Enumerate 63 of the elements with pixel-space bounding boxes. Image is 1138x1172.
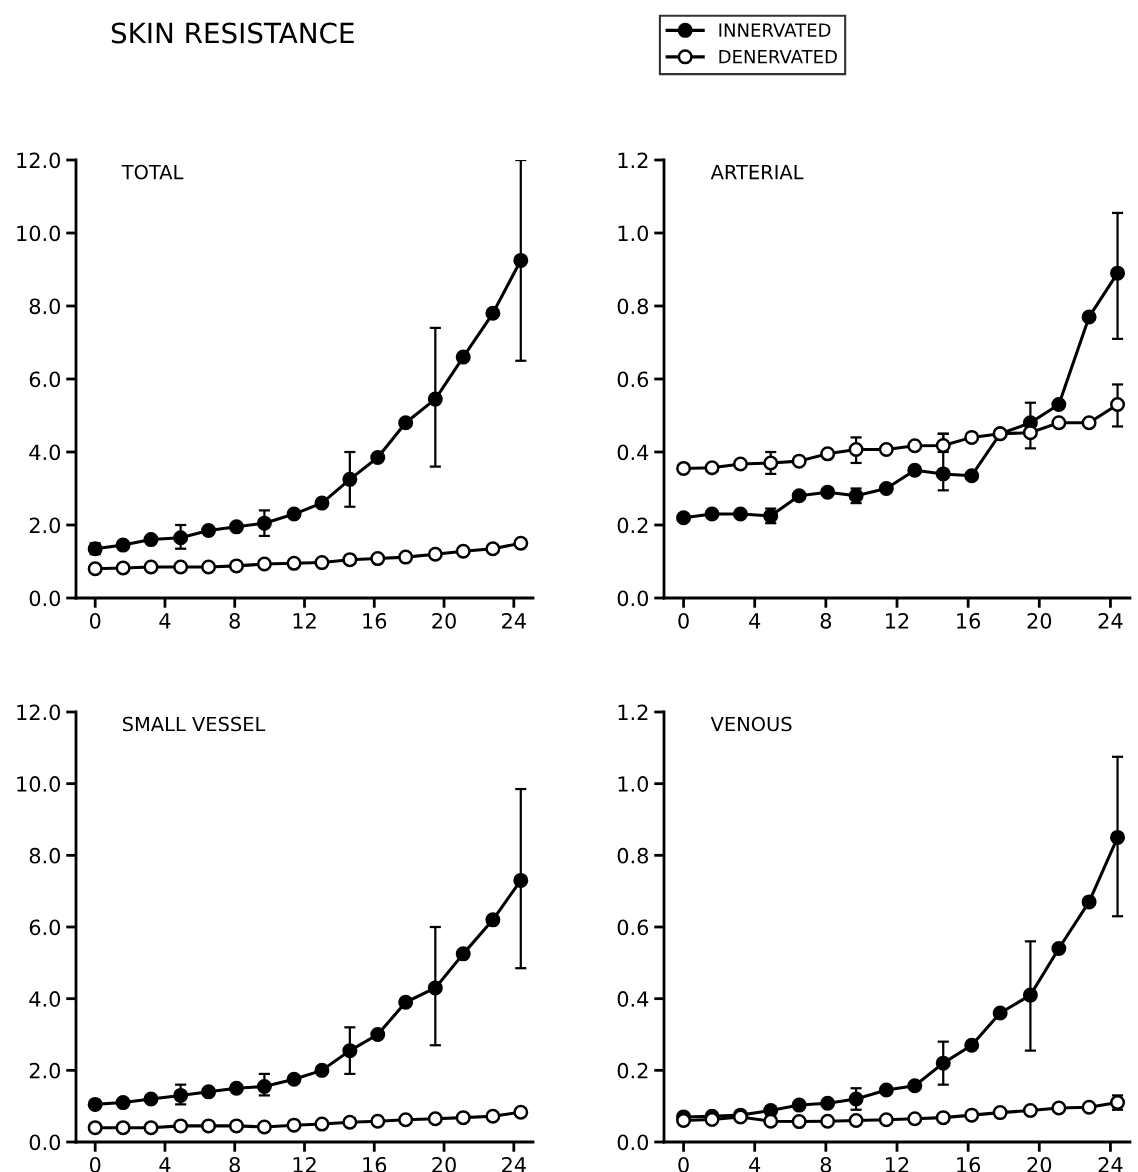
x-tick-label: 24 [1098, 1156, 1123, 1172]
y-tick-label: 0.0 [617, 590, 649, 607]
chart-title: TOTAL [121, 164, 184, 180]
y-tick-label: 6.0 [29, 371, 61, 388]
x-tick-label: 16 [363, 1156, 387, 1172]
legend-label: DENERVATED [719, 50, 837, 64]
y-tick-label: 1.0 [618, 225, 649, 242]
y-tick-label: 0.0 [29, 590, 61, 607]
x-tick-label: 24 [502, 1156, 526, 1172]
y-tick-label: 0.6 [617, 919, 649, 936]
y-tick-label: 4.0 [29, 444, 61, 461]
chart-title: VENOUS [710, 716, 792, 732]
x-tick-label: 8 [229, 612, 240, 629]
x-tick-label: 4 [749, 613, 761, 629]
x-tick-label: 20 [1027, 1156, 1052, 1172]
x-tick-label: 0 [678, 1156, 689, 1172]
y-tick-label: 6.0 [29, 919, 61, 936]
y-tick-label: 0.8 [617, 298, 648, 315]
x-tick-label: 20 [1027, 612, 1052, 629]
y-tick-label: 4.0 [29, 991, 61, 1007]
y-tick-label: 0.2 [617, 517, 648, 534]
legend-label: INNERVATED [719, 23, 831, 37]
y-tick-label: 0.8 [617, 847, 648, 864]
x-tick-label: 24 [502, 612, 526, 629]
y-tick-label: 10.0 [17, 225, 61, 242]
x-tick-label: 8 [820, 612, 832, 629]
y-tick-label: 8.0 [29, 298, 61, 315]
y-tick-label: 1.0 [618, 776, 649, 792]
y-tick-label: 0.0 [617, 1134, 649, 1151]
y-tick-label: 12.0 [17, 152, 61, 169]
y-tick-label: 0.0 [29, 1134, 61, 1151]
x-tick-label: 0 [89, 612, 101, 629]
x-tick-label: 4 [159, 613, 171, 629]
x-tick-label: 16 [363, 612, 387, 629]
x-tick-label: 0 [678, 612, 689, 629]
x-tick-label: 12 [886, 1156, 909, 1172]
x-tick-label: 12 [886, 612, 909, 629]
x-tick-label: 16 [957, 612, 981, 629]
chart-title: ARTERIAL [710, 164, 804, 180]
x-tick-label: 8 [229, 1156, 240, 1172]
y-tick-label: 2.0 [29, 517, 61, 534]
x-tick-label: 12 [293, 612, 316, 629]
x-tick-label: 12 [293, 1156, 316, 1172]
x-tick-label: 8 [820, 1156, 832, 1172]
x-tick-label: 4 [159, 1157, 171, 1172]
y-tick-label: 0.2 [617, 1062, 648, 1079]
y-tick-label: 8.0 [29, 847, 61, 864]
x-tick-label: 0 [89, 1156, 101, 1172]
y-tick-label: 2.0 [29, 1062, 61, 1079]
y-tick-label: 0.6 [617, 371, 649, 388]
y-tick-label: 0.4 [617, 444, 649, 461]
x-tick-label: 20 [432, 1156, 456, 1172]
x-tick-label: 24 [1098, 612, 1123, 629]
x-tick-label: 4 [749, 1157, 761, 1172]
chart-title: SMALL VESSEL [122, 716, 266, 732]
y-tick-label: 1.2 [618, 704, 648, 720]
x-tick-label: 20 [432, 612, 456, 629]
y-tick-label: 1.2 [618, 152, 648, 168]
y-tick-label: 12.0 [17, 704, 61, 721]
x-tick-label: 16 [957, 1156, 981, 1172]
y-tick-label: 0.4 [617, 991, 649, 1007]
text: SKIN RESISTANCE [111, 22, 354, 44]
y-tick-label: 10.0 [17, 776, 61, 792]
